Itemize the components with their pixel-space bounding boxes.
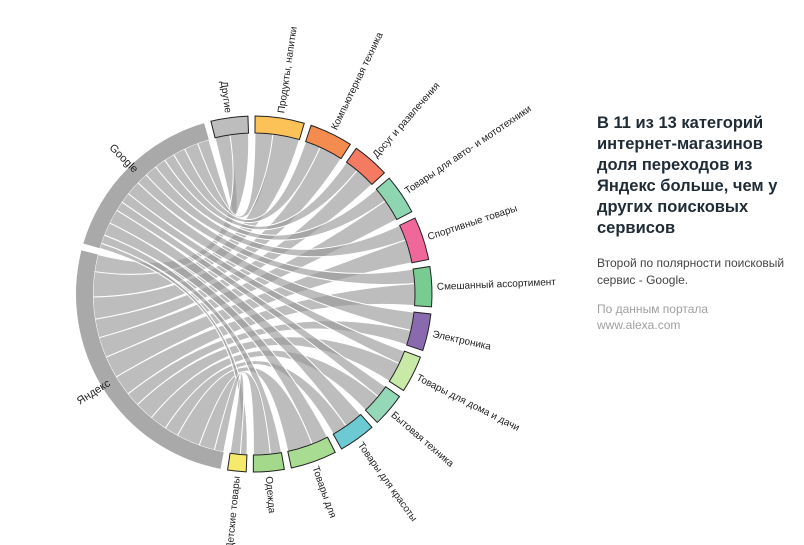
category-label-0: Другие [218,80,233,114]
info-panel: В 11 из 13 категорий интернет-магазинов … [597,113,797,333]
google-arc[interactable] [83,123,209,249]
yandex-arc[interactable] [76,250,224,469]
category-label-9: Бытовая техника [389,410,456,470]
category-label-7: Электроника [431,329,492,353]
category-arc-13[interactable] [226,452,248,473]
category-arc-3[interactable] [345,147,386,186]
category-label-2: Компьютерная техника [329,30,386,132]
category-label-3: Досуг и развлечения [371,81,443,161]
category-arc-8[interactable] [388,350,422,392]
google-label: Google [107,142,141,176]
category-label-1: Продукты, напитки [276,26,300,114]
chords-layer [92,132,416,456]
subtitle: Второй по полярности поисковый сервис - … [597,256,785,287]
category-arc-0[interactable] [210,115,250,139]
category-label-4: Товары для авто- и мототехники [403,104,533,197]
category-arc-1[interactable] [254,115,305,141]
category-arc-4[interactable] [375,177,413,221]
category-label-13: Детские товары [225,476,243,545]
arcs-layer [76,115,433,473]
category-label-12: Одежда [263,476,277,514]
category-arc-7[interactable] [406,311,432,352]
category-label-8: Товары для дома и дачи [414,373,521,434]
category-label-6: Смешанный ассортимент [437,277,557,293]
source-line: По данным портала [597,302,709,316]
source-note: По данным портала www.alexa.com [597,301,797,333]
source-link[interactable]: www.alexa.com [597,318,681,332]
category-arc-9[interactable] [364,385,401,424]
category-label-5: Спортивные товары [426,203,518,243]
category-label-10: Товары для красоты [355,440,419,524]
category-label-11: Товары для [309,465,338,520]
category-arc-2[interactable] [304,124,352,160]
category-arc-6[interactable] [412,265,433,308]
headline: В 11 из 13 категорий интернет-магазинов … [597,114,778,237]
category-arc-11[interactable] [287,436,336,469]
category-arc-12[interactable] [252,452,285,473]
category-arc-10[interactable] [332,413,373,450]
category-arc-5[interactable] [398,217,430,264]
